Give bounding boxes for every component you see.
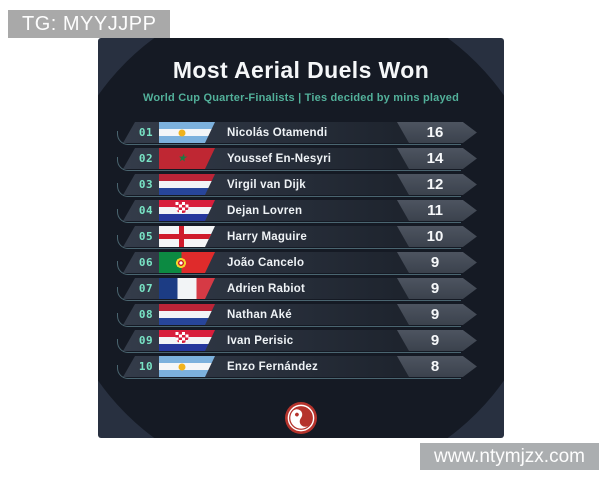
croatia-crest-icon (176, 332, 189, 343)
duels-won-value: 11 (427, 202, 443, 219)
duels-won-value: 8 (430, 358, 440, 375)
green-star-icon: ★ (177, 151, 187, 164)
stats-card: Most Aerial Duels Won World Cup Quarter-… (98, 38, 504, 438)
row-banner: 06 João Cancelo 9 (123, 252, 477, 273)
argentina-flag-icon (159, 356, 215, 377)
sun-of-may-icon (179, 363, 186, 370)
rank-label: 07 (138, 282, 154, 295)
row-banner: 04 Dejan Lovren 11 (123, 200, 477, 221)
duels-won-value: 9 (430, 306, 440, 323)
rank-label: 01 (138, 126, 154, 139)
england-flag-icon (159, 226, 215, 247)
table-row: 06 João Cancelo 9 (117, 252, 477, 275)
player-name: Enzo Fernández (227, 360, 318, 373)
player-name: Dejan Lovren (227, 204, 303, 217)
croatia-crest-icon (176, 202, 189, 213)
table-row: 07 Adrien Rabiot 9 (117, 278, 477, 301)
portugal-flag-icon (159, 252, 215, 273)
row-banner: 09 Ivan Perisic 9 (123, 330, 477, 351)
duels-won-value: 16 (426, 124, 444, 141)
rank-label: 08 (138, 308, 154, 321)
value-badge: 9 (397, 278, 477, 299)
value-badge: 8 (397, 356, 477, 377)
player-name: Youssef En-Nesyri (227, 152, 332, 165)
player-name: João Cancelo (227, 256, 305, 269)
france-flag-icon (159, 278, 215, 299)
duels-won-value: 9 (430, 254, 440, 271)
value-badge: 12 (397, 174, 477, 195)
website-watermark: www.ntymjzx.com (420, 443, 599, 470)
table-row: 05 Harry Maguire 10 (117, 226, 477, 249)
value-badge: 9 (397, 252, 477, 273)
rank-label: 02 (138, 152, 154, 165)
value-badge: 9 (397, 330, 477, 351)
player-name: Adrien Rabiot (227, 282, 305, 295)
ranking-list: 01 Nicolás Otamendi 16 02 ★ Youssef En-Nesyri… (117, 122, 477, 382)
duels-won-value: 9 (430, 280, 440, 297)
table-row: 03 Virgil van Dijk 12 (117, 174, 477, 197)
duels-won-value: 14 (426, 150, 444, 167)
duels-won-value: 12 (426, 176, 444, 193)
analyst-swirl-logo-icon (285, 402, 317, 434)
player-name: Harry Maguire (227, 230, 307, 243)
row-banner: 10 Enzo Fernández 8 (123, 356, 477, 377)
sun-of-may-icon (179, 129, 186, 136)
rank-label: 10 (138, 360, 154, 373)
netherlands-flag-icon (159, 174, 215, 195)
player-name: Ivan Perisic (227, 334, 294, 347)
value-badge: 9 (397, 304, 477, 325)
rank-label: 03 (138, 178, 154, 191)
value-badge: 16 (397, 122, 477, 143)
row-banner: 01 Nicolás Otamendi 16 (123, 122, 477, 143)
table-row: 01 Nicolás Otamendi 16 (117, 122, 477, 145)
value-badge: 14 (397, 148, 477, 169)
netherlands-flag-icon (159, 304, 215, 325)
row-banner: 07 Adrien Rabiot 9 (123, 278, 477, 299)
row-banner: 08 Nathan Aké 9 (123, 304, 477, 325)
morocco-flag-icon: ★ (159, 148, 215, 169)
table-row: 04 Dejan Lovren 11 (117, 200, 477, 223)
table-row: 10 Enzo Fernández 8 (117, 356, 477, 379)
value-badge: 10 (397, 226, 477, 247)
table-row: 02 ★ Youssef En-Nesyri 14 (117, 148, 477, 171)
row-banner: 05 Harry Maguire 10 (123, 226, 477, 247)
row-banner: 02 ★ Youssef En-Nesyri 14 (123, 148, 477, 169)
value-badge: 11 (397, 200, 477, 221)
table-row: 08 Nathan Aké 9 (117, 304, 477, 327)
row-banner: 03 Virgil van Dijk 12 (123, 174, 477, 195)
player-name: Virgil van Dijk (227, 178, 306, 191)
croatia-flag-icon (159, 200, 215, 221)
rank-label: 06 (138, 256, 154, 269)
portugal-crest-icon (175, 257, 187, 269)
croatia-flag-icon (159, 330, 215, 351)
player-name: Nathan Aké (227, 308, 292, 321)
card-title: Most Aerial Duels Won (172, 57, 430, 83)
argentina-flag-icon (159, 122, 215, 143)
duels-won-value: 9 (430, 332, 440, 349)
rank-label: 05 (138, 230, 154, 243)
rank-label: 04 (138, 204, 154, 217)
card-subtitle: World Cup Quarter-Finalists | Ties decid… (142, 92, 460, 104)
tg-watermark: TG: MYYJJPP (8, 10, 171, 38)
rank-label: 09 (138, 334, 154, 347)
table-row: 09 Ivan Perisic 9 (117, 330, 477, 353)
player-name: Nicolás Otamendi (227, 126, 328, 139)
duels-won-value: 10 (426, 228, 444, 245)
